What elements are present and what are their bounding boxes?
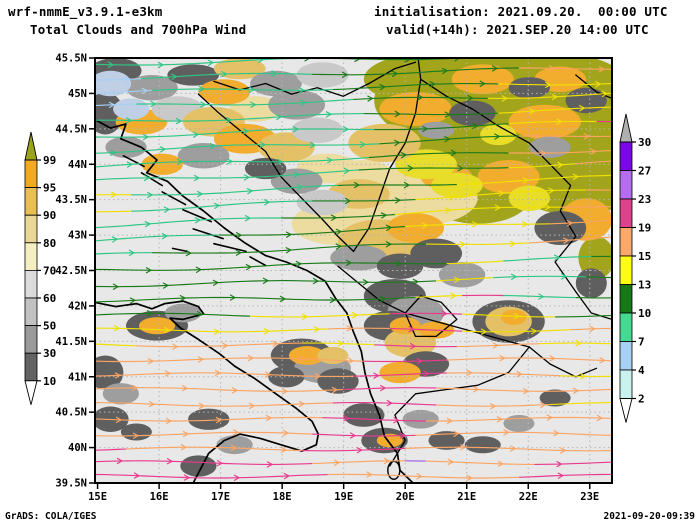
- lat-tick-label: 42.5N: [55, 265, 87, 277]
- lon-tick-label: 19E: [334, 491, 353, 503]
- lat-tick-label: 45.5N: [55, 53, 87, 65]
- lat-tick-label: 41.5N: [55, 336, 87, 348]
- colorbar-tick-label: 30: [43, 347, 56, 360]
- lon-tick-label: 21E: [457, 491, 476, 503]
- lon-tick-label: 20E: [396, 491, 415, 503]
- colorbar-tick-label: 15: [638, 250, 651, 263]
- lat-tick-label: 39.5N: [55, 478, 87, 490]
- lat-tick-label: 40.5N: [55, 407, 87, 419]
- wind-streamlines: [95, 58, 612, 482]
- lat-tick-label: 41N: [68, 371, 87, 383]
- lat-tick-label: 44.5N: [55, 123, 87, 135]
- colorbar-tick-label: 95: [43, 182, 56, 195]
- map-layers: [95, 58, 612, 483]
- valid-time: valid(+14h): 2021.SEP.20 14:00 UTC: [386, 22, 649, 37]
- colorbar-tick-label: 13: [638, 279, 651, 292]
- lon-tick-label: 16E: [150, 491, 169, 503]
- colorbar-tick-label: 50: [43, 320, 56, 333]
- lat-tick-label: 43N: [68, 230, 87, 242]
- colorbar-tick-label: 2: [638, 393, 645, 406]
- colorbar-tick-label: 7: [638, 336, 645, 349]
- lat-tick-label: 44N: [68, 159, 87, 171]
- colorbar-tick-label: 10: [43, 375, 56, 388]
- colorbar-tick-label: 60: [43, 292, 56, 305]
- cloud-cover-colorbar: 99 95 90 80 70 60 50 30 10: [24, 131, 56, 405]
- colorbar-tick-label: 4: [638, 364, 645, 377]
- model-version-title: wrf-nmmE_v3.9.1-e3km: [8, 4, 163, 19]
- created-timestamp: 2021-09-20-09:39: [603, 511, 695, 522]
- grads-credit: GrADS: COLA/IGES: [5, 511, 97, 522]
- lon-tick-label: 23E: [580, 491, 599, 503]
- lon-tick-label: 17E: [211, 491, 230, 503]
- initialisation-time: initialisation: 2021.09.20. 00:00 UTC: [374, 4, 668, 19]
- product-title: Total Clouds and 700hPa Wind: [30, 22, 247, 37]
- axis-labels: 45.5N 45N 44.5N 44N 43.5N 43N 42.5N 42N 41.5N 41N…: [55, 53, 599, 504]
- colorbar-tick-label: 30: [638, 136, 651, 149]
- lat-tick-label: 43.5N: [55, 194, 87, 206]
- colorbar-tick-label: 23: [638, 193, 651, 206]
- wind-speed-colorbar: 30 27 23 19 15 13 10 7 4 2: [619, 113, 651, 423]
- lon-tick-label: 15E: [88, 491, 107, 503]
- lat-tick-label: 45N: [68, 88, 87, 100]
- colorbar-tick-label: 27: [638, 165, 651, 178]
- colorbar-tick-label: 99: [43, 154, 56, 167]
- lat-tick-label: 40N: [68, 442, 87, 454]
- colorbar-tick-label: 80: [43, 237, 56, 250]
- colorbar-tick-label: 10: [638, 307, 651, 320]
- lon-tick-label: 18E: [273, 491, 292, 503]
- colorbar-tick-label: 90: [43, 209, 56, 222]
- lon-tick-label: 22E: [519, 491, 538, 503]
- colorbar-tick-label: 19: [638, 222, 651, 235]
- lat-tick-label: 42N: [68, 300, 87, 312]
- colorbar-tick-label: 70: [43, 264, 56, 277]
